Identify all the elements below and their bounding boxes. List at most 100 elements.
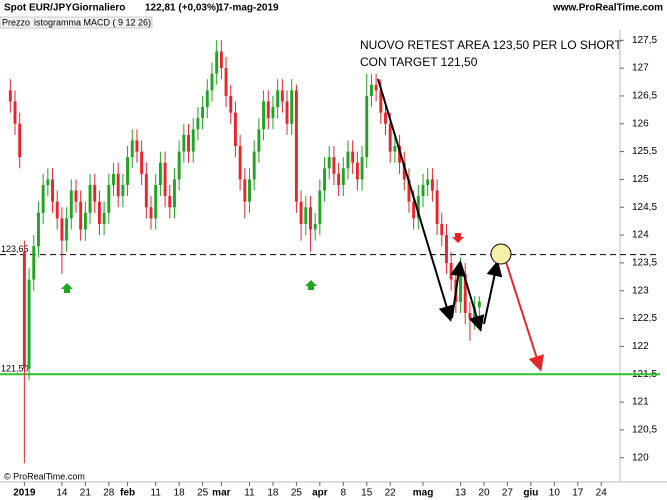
candle-body (215, 51, 219, 74)
y-tick-label: 120 (632, 452, 649, 463)
candle-body (323, 168, 326, 191)
candle-body (327, 157, 331, 169)
candle-body (210, 73, 214, 91)
candle-body (248, 179, 251, 202)
date: 17-mag-2019 (218, 3, 279, 14)
candle-body (144, 173, 148, 208)
candle-body (121, 184, 125, 197)
x-tick-label: 18 (267, 488, 279, 499)
candle-body (374, 84, 378, 91)
y-tick-label: 122,5 (632, 313, 657, 324)
x-tick-label: 21 (80, 488, 92, 499)
y-tick-label: 125,5 (632, 146, 657, 157)
candle-body (398, 146, 402, 163)
x-tick-label: 11 (151, 488, 162, 499)
candle-body (55, 201, 59, 219)
annotation: CON TARGET 121,50 (360, 55, 478, 69)
candle-body (191, 129, 195, 152)
candle-body (337, 173, 341, 185)
level-label: 121,50 (1, 364, 29, 374)
candle-body (369, 84, 373, 96)
candle-body (280, 90, 284, 102)
y-tick-label: 127 (632, 63, 649, 74)
candle-body (177, 151, 181, 180)
candle-body (477, 301, 481, 308)
y-tick-label: 124,5 (632, 202, 657, 213)
candle-body (341, 168, 345, 185)
candle-body (163, 162, 167, 197)
candle-body (37, 212, 40, 247)
x-tick-label: 14 (56, 488, 68, 499)
candle-body (435, 190, 439, 224)
y-tick-label: 122 (632, 341, 649, 352)
instrument: Spot EUR/JPY (4, 3, 72, 14)
candle-body (32, 246, 36, 280)
candle-body (416, 196, 420, 219)
candle-body (388, 123, 392, 152)
panel-label: Prezzo (2, 17, 30, 27)
candle-body (421, 184, 425, 197)
candle-body (402, 162, 406, 180)
candle-body (449, 262, 453, 280)
candle-body (65, 218, 69, 241)
candle-body (154, 184, 158, 219)
x-tick-label: 20 (478, 488, 490, 499)
candle-body (430, 179, 434, 191)
x-tick-label: 15 (361, 488, 373, 499)
x-tick-label: 18 (174, 488, 186, 499)
trend-arrow (377, 78, 455, 322)
x-tick-label: mag (413, 488, 434, 499)
candle-body (229, 95, 233, 113)
x-tick-label: 28 (103, 488, 115, 499)
y-tick-label: 120,5 (632, 425, 657, 436)
candle-body (445, 235, 448, 263)
candle-body (379, 90, 383, 113)
candle-body (346, 151, 350, 169)
candle-body (351, 151, 355, 163)
candle-body (13, 101, 17, 124)
candle-body (393, 146, 397, 152)
indicator-label: istogramma MACD ( 9 12 26) (34, 17, 151, 27)
candle-body (79, 201, 83, 230)
site: www.ProRealTime.com (552, 3, 663, 14)
candle-body (257, 129, 261, 152)
candle-body (299, 201, 303, 224)
candle-body (459, 274, 462, 302)
candle-body (407, 179, 411, 202)
last-price: 122,81 (+0,03%) (145, 3, 219, 14)
candle-body (468, 313, 472, 319)
candle-body (41, 184, 45, 213)
candle-body (294, 90, 298, 202)
trend-arrow (460, 264, 485, 332)
marks: 120120,5121121,5122122,5123123,5124124,5… (0, 35, 660, 499)
candle-body (182, 134, 186, 152)
x-tick-label: mar (212, 488, 230, 499)
candle-body (355, 162, 359, 180)
candle-body (243, 179, 247, 202)
x-tick-label: 25 (291, 488, 303, 499)
candle-body (83, 212, 87, 230)
trend-arrow (483, 260, 503, 325)
sell-signal (452, 233, 464, 243)
candle-body (46, 179, 50, 185)
candle-body (158, 162, 162, 185)
candle-body (412, 201, 416, 219)
y-tick-label: 121 (632, 397, 649, 408)
x-tick-label: feb (120, 488, 135, 499)
candle-body (196, 118, 200, 130)
candle-body (102, 212, 106, 224)
candle-body (27, 279, 31, 369)
x-tick-label: 10 (549, 488, 561, 499)
period: Giornaliero (72, 3, 125, 14)
candle-body (149, 207, 153, 219)
y-tick-label: 124 (632, 230, 649, 241)
candle-body (205, 90, 209, 108)
candle-body (238, 146, 242, 180)
buy-signal (61, 283, 73, 293)
candle-body (365, 95, 369, 158)
candle-body (440, 223, 444, 236)
x-tick-label: 27 (502, 488, 514, 499)
candle-body (18, 123, 22, 158)
